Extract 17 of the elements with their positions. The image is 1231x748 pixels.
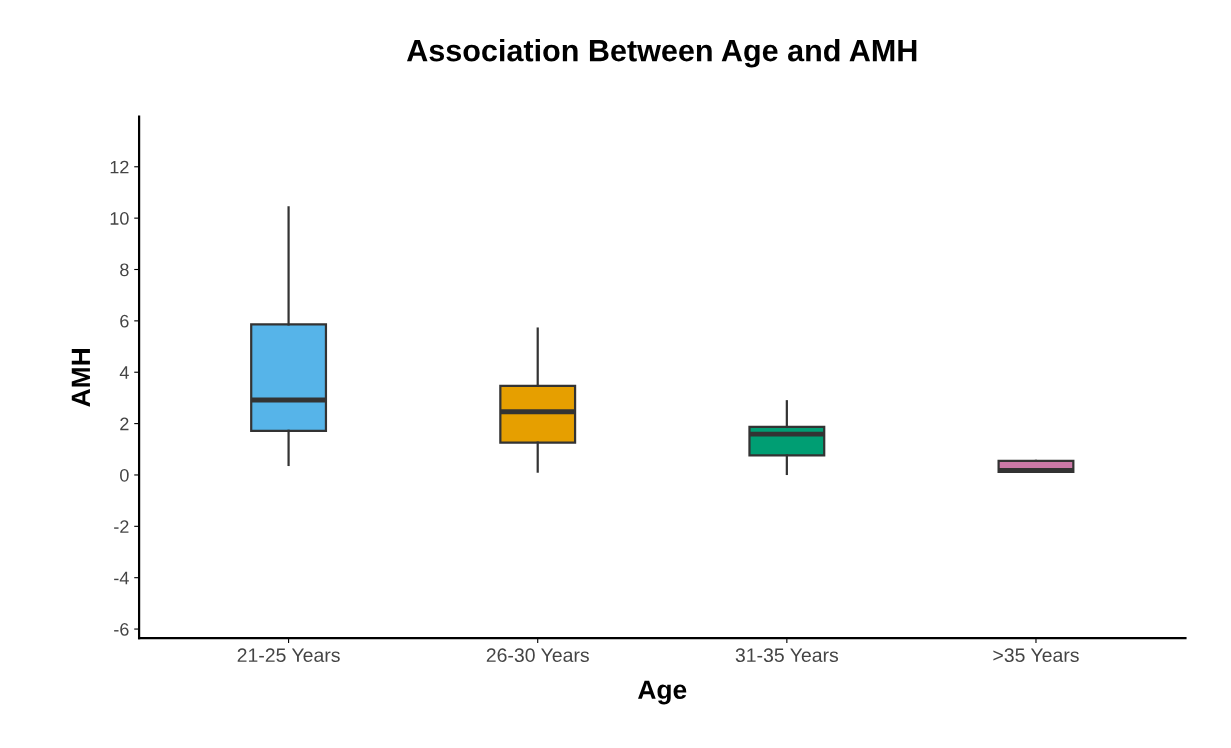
y-tick-label: 2 xyxy=(120,417,129,431)
x-tick-label: 26-30 Years xyxy=(486,648,589,663)
x-tick-label: 31-35 Years xyxy=(735,648,839,663)
x-tick-label: >35 Years xyxy=(993,648,1079,663)
y-axis-title: AMH xyxy=(71,349,90,407)
y-tick-label: 12 xyxy=(110,160,129,174)
y-tick-label: 6 xyxy=(120,314,129,328)
x-axis-title: Age xyxy=(638,680,687,705)
y-tick-label: -2 xyxy=(114,520,129,533)
y-tick-label: 4 xyxy=(119,366,129,379)
y-tick-label: 10 xyxy=(110,212,129,225)
y-tick-label: 0 xyxy=(120,468,129,482)
y-tick-label: -4 xyxy=(114,571,129,585)
y-tick-label: 8 xyxy=(120,263,129,277)
y-tick-label: -6 xyxy=(114,622,129,636)
chart-title: Association Between Age and AMH xyxy=(406,38,917,68)
x-tick-label: 21-25 Years xyxy=(237,648,340,663)
